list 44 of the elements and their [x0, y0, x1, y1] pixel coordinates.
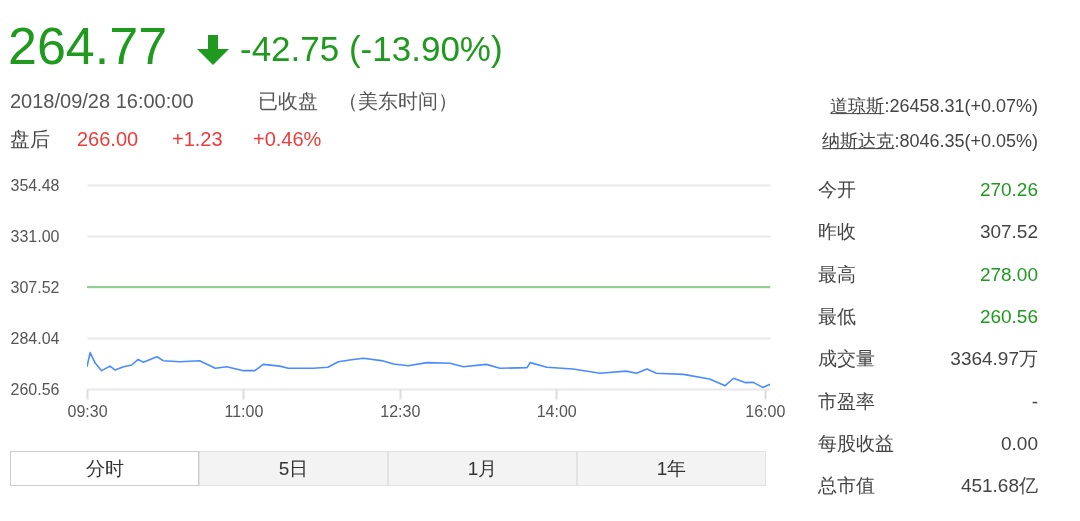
text: 盘后	[10, 128, 50, 150]
text: 5日	[199, 451, 388, 486]
text: 270.26	[979, 178, 1038, 201]
text: 2018/09/28 16:00:00	[10, 90, 194, 112]
line-series	[87, 351, 770, 389]
text: 昨收	[818, 220, 856, 243]
x-tick-label: 16:00	[745, 402, 786, 420]
text: 0.00	[1001, 432, 1038, 455]
text: 市盈率	[818, 390, 875, 412]
text: 道琼斯	[830, 96, 885, 117]
text: 264.77	[8, 17, 168, 76]
text: 今开	[818, 178, 856, 201]
text: +0.46%	[253, 128, 322, 150]
x-tick-label: 11:00	[224, 402, 264, 420]
text: 307.52	[979, 220, 1038, 243]
text: :26458.31(+0.07%)	[884, 96, 1038, 117]
text: 纳斯达克	[822, 131, 895, 152]
text: 266.00	[77, 128, 139, 150]
text: 每股收益	[818, 432, 894, 455]
x-tick-label: 09:30	[67, 402, 108, 420]
x-tick-label: 14:00	[536, 402, 577, 420]
text: :8046.35(+0.05%)	[894, 131, 1038, 152]
text: 分时	[10, 451, 199, 486]
text: +1.23	[172, 128, 223, 150]
text: （美东时间）	[338, 90, 458, 112]
text: 260.56	[979, 305, 1038, 328]
text: 3364.97万	[950, 347, 1038, 370]
text: -	[1031, 390, 1038, 412]
text: -42.75 (-13.90%)	[240, 28, 503, 69]
y-tick-label: 307.52	[10, 278, 60, 296]
text: 1月	[388, 451, 577, 486]
text: 已收盘	[258, 90, 318, 112]
text: 278.00	[979, 263, 1038, 286]
x-tick-label: 12:30	[380, 402, 421, 420]
y-tick-label: 260.56	[10, 380, 60, 398]
y-tick-label: 331.00	[10, 227, 60, 245]
text: 451.68亿	[960, 474, 1038, 497]
text: 最高	[818, 263, 856, 286]
text: 总市值	[818, 474, 875, 497]
text: 1年	[577, 451, 766, 486]
text: 最低	[818, 305, 856, 328]
y-tick-label: 284.04	[10, 329, 60, 347]
y-tick-label: 354.48	[10, 176, 60, 194]
text: 成交量	[818, 347, 875, 370]
